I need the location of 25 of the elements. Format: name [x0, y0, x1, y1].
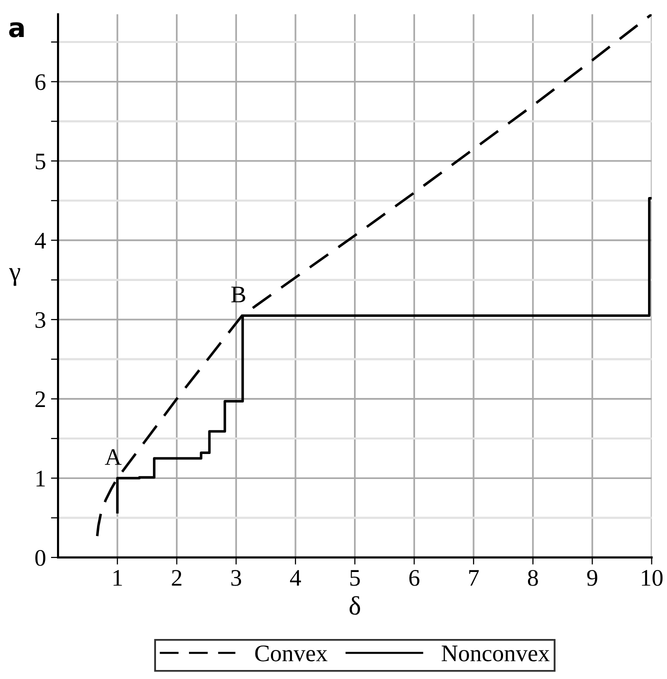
x-tick-label: 10 — [642, 570, 663, 586]
line-series — [96, 14, 652, 538]
y-tick-label: 1 — [36, 470, 45, 486]
x-axis-title: δ — [350, 596, 360, 615]
x-tick-label: 6 — [409, 570, 420, 586]
y-tick-label: 3 — [36, 312, 46, 328]
x-tick-label: 1 — [114, 570, 122, 586]
chart-title: a — [9, 22, 24, 38]
annotation: A — [104, 449, 122, 465]
y-tick-label: 2 — [35, 391, 45, 408]
x-tick-label: 3 — [231, 570, 242, 586]
legend-label: Nonconvex — [442, 646, 550, 662]
x-tick-label: 2 — [172, 570, 182, 586]
y-tick-label: 6 — [35, 74, 46, 90]
y-tick-label: 5 — [36, 154, 46, 170]
x-tick-label: 4 — [290, 570, 302, 586]
legend-label: Convex — [255, 645, 328, 662]
y-tick-label: 0 — [35, 550, 46, 566]
y-axis-title: γ — [9, 268, 20, 286]
annotation: B — [231, 286, 246, 302]
x-tick-label: 8 — [528, 570, 538, 586]
y-tick-label: 4 — [34, 232, 46, 248]
x-tick-label: 9 — [587, 570, 598, 586]
x-tick-label: 7 — [469, 570, 479, 586]
x-tick-label: 5 — [350, 570, 360, 586]
